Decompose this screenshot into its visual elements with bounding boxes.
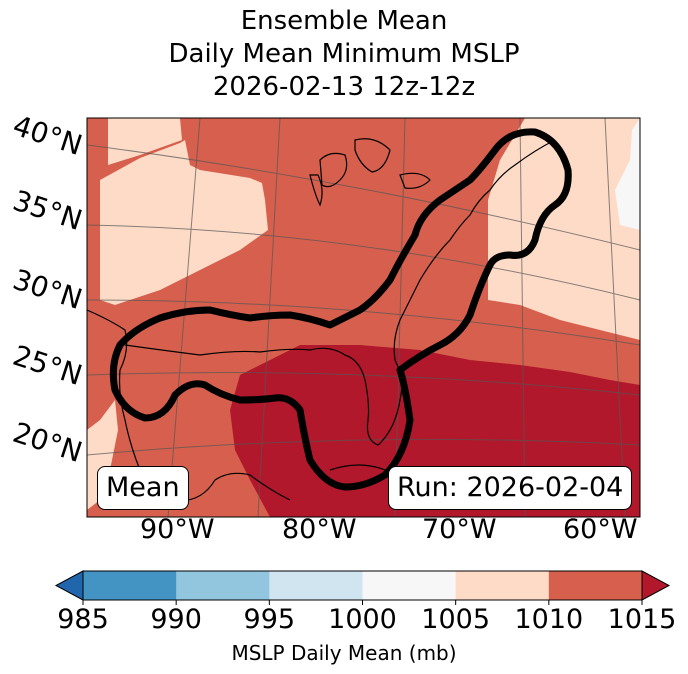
colorbar-extend-over — [641, 570, 671, 601]
map-title-line-2: Daily Mean Minimum MSLP — [168, 39, 520, 69]
colorbar — [54, 570, 671, 605]
lon-label-60w: 60°W — [563, 514, 638, 545]
colorbar-segment — [176, 571, 270, 600]
colorbar-segment — [548, 571, 643, 600]
field-1005-1010-topwest — [108, 118, 182, 165]
colorbar-segment — [455, 571, 550, 600]
contour-1015 — [109, 128, 572, 491]
lon-label-90w: 90°W — [140, 514, 215, 545]
mean-label-box: Mean — [97, 466, 189, 510]
map-area — [87, 118, 640, 517]
field-1005-1010-west — [100, 140, 268, 305]
colorbar-title: MSLP Daily Mean (mb) — [231, 641, 457, 665]
field-1005-1010-east — [488, 118, 640, 340]
field-1005-1010-southwest — [87, 400, 118, 510]
lon-label-70w: 70°W — [422, 514, 497, 545]
lon-label-80w: 80°W — [282, 514, 357, 545]
colorbar-tick-label: 1005 — [421, 604, 491, 635]
colorbar-tick-label: 990 — [150, 604, 202, 635]
colorbar-tick-label: 985 — [57, 604, 109, 635]
colorbar-segment — [362, 571, 457, 600]
run-label-box: Run: 2026-02-04 — [388, 466, 633, 510]
colorbar-tick-label: 1015 — [607, 604, 677, 635]
colorbar-tick-label: 1010 — [514, 604, 584, 635]
map-title-line-1: Ensemble Mean — [240, 6, 448, 36]
field-1000-1005 — [615, 118, 640, 230]
colorbar-segment — [269, 571, 363, 600]
colorbar-tick-label: 995 — [243, 604, 296, 635]
colorbar-tick-label: 1000 — [328, 604, 397, 635]
colorbar-extend-under — [54, 570, 84, 601]
map-frame — [86, 117, 641, 518]
map-title-line-3: 2026-02-13 12z-12z — [212, 72, 476, 102]
colorbar-segment — [83, 571, 177, 600]
